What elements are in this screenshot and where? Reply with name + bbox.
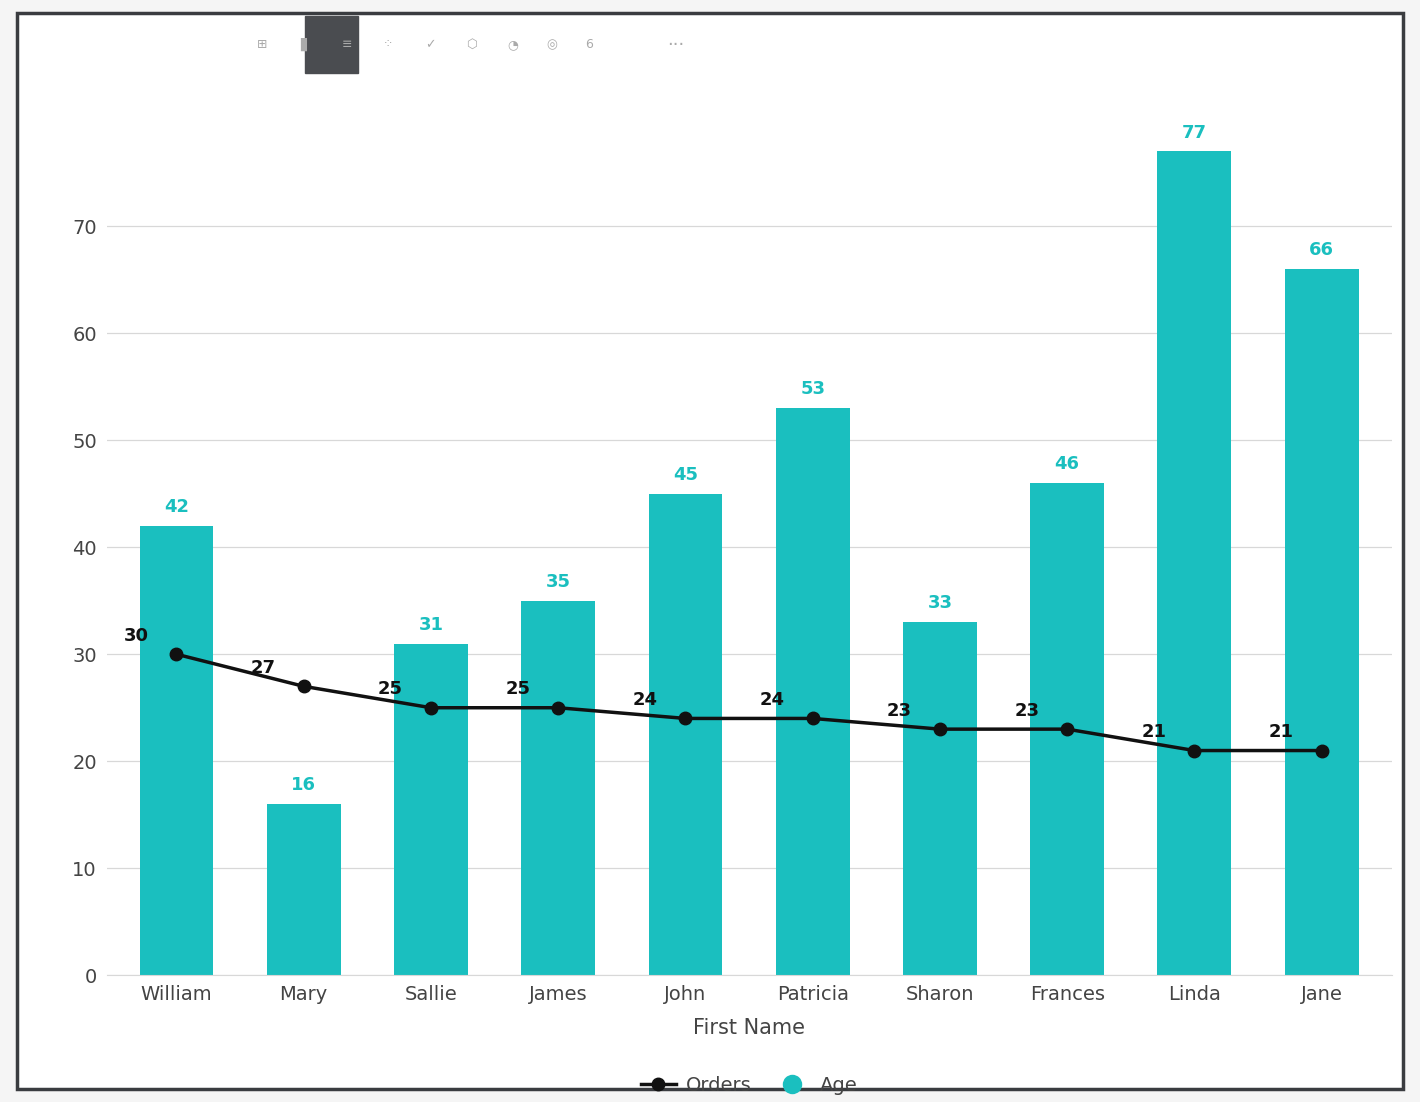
- Text: 6: 6: [585, 39, 594, 51]
- Text: ···: ···: [667, 35, 684, 54]
- Text: 66: 66: [1309, 241, 1335, 259]
- Bar: [1285, 269, 1359, 975]
- Text: 25: 25: [378, 680, 403, 698]
- Bar: [521, 601, 595, 975]
- Text: 24: 24: [632, 691, 657, 709]
- Text: ◔: ◔: [508, 39, 518, 51]
- Text: 25: 25: [506, 680, 530, 698]
- Text: ⚙  Edit: ⚙ Edit: [1312, 35, 1369, 54]
- Text: 24: 24: [760, 691, 785, 709]
- Bar: [903, 623, 977, 975]
- Text: ▼  Visualization: ▼ Visualization: [43, 35, 182, 54]
- Bar: [649, 494, 723, 975]
- Text: 23: 23: [888, 702, 912, 720]
- X-axis label: First Name: First Name: [693, 1018, 805, 1038]
- Text: 35: 35: [545, 573, 571, 591]
- Bar: [1031, 483, 1103, 975]
- Text: ⊞: ⊞: [257, 39, 267, 51]
- Text: 42: 42: [163, 498, 189, 516]
- Text: 53: 53: [799, 380, 825, 399]
- Text: 27: 27: [251, 659, 275, 677]
- Bar: [1157, 151, 1231, 975]
- Text: 30: 30: [124, 627, 149, 645]
- Text: ⬡: ⬡: [466, 39, 477, 51]
- Text: 21: 21: [1142, 723, 1166, 741]
- Text: 31: 31: [419, 616, 443, 634]
- Text: ⁘: ⁘: [383, 39, 393, 51]
- Bar: [267, 804, 341, 975]
- Text: 33: 33: [927, 594, 953, 613]
- Text: 45: 45: [673, 466, 699, 484]
- Text: 23: 23: [1014, 702, 1039, 720]
- Text: 16: 16: [291, 777, 317, 795]
- Text: ≡: ≡: [342, 39, 352, 51]
- Bar: [305, 17, 358, 73]
- Text: 46: 46: [1055, 455, 1079, 474]
- Bar: [395, 644, 467, 975]
- Text: ◎: ◎: [547, 39, 558, 51]
- Bar: [775, 408, 849, 975]
- Legend: Orders, Age: Orders, Age: [633, 1068, 865, 1102]
- Bar: [139, 526, 213, 975]
- Text: 21: 21: [1268, 723, 1294, 741]
- Text: ⚡ Forecast: ⚡ Forecast: [1110, 35, 1197, 54]
- Text: 77: 77: [1181, 123, 1207, 142]
- Text: ✓: ✓: [425, 39, 436, 51]
- Text: ▋: ▋: [301, 37, 310, 52]
